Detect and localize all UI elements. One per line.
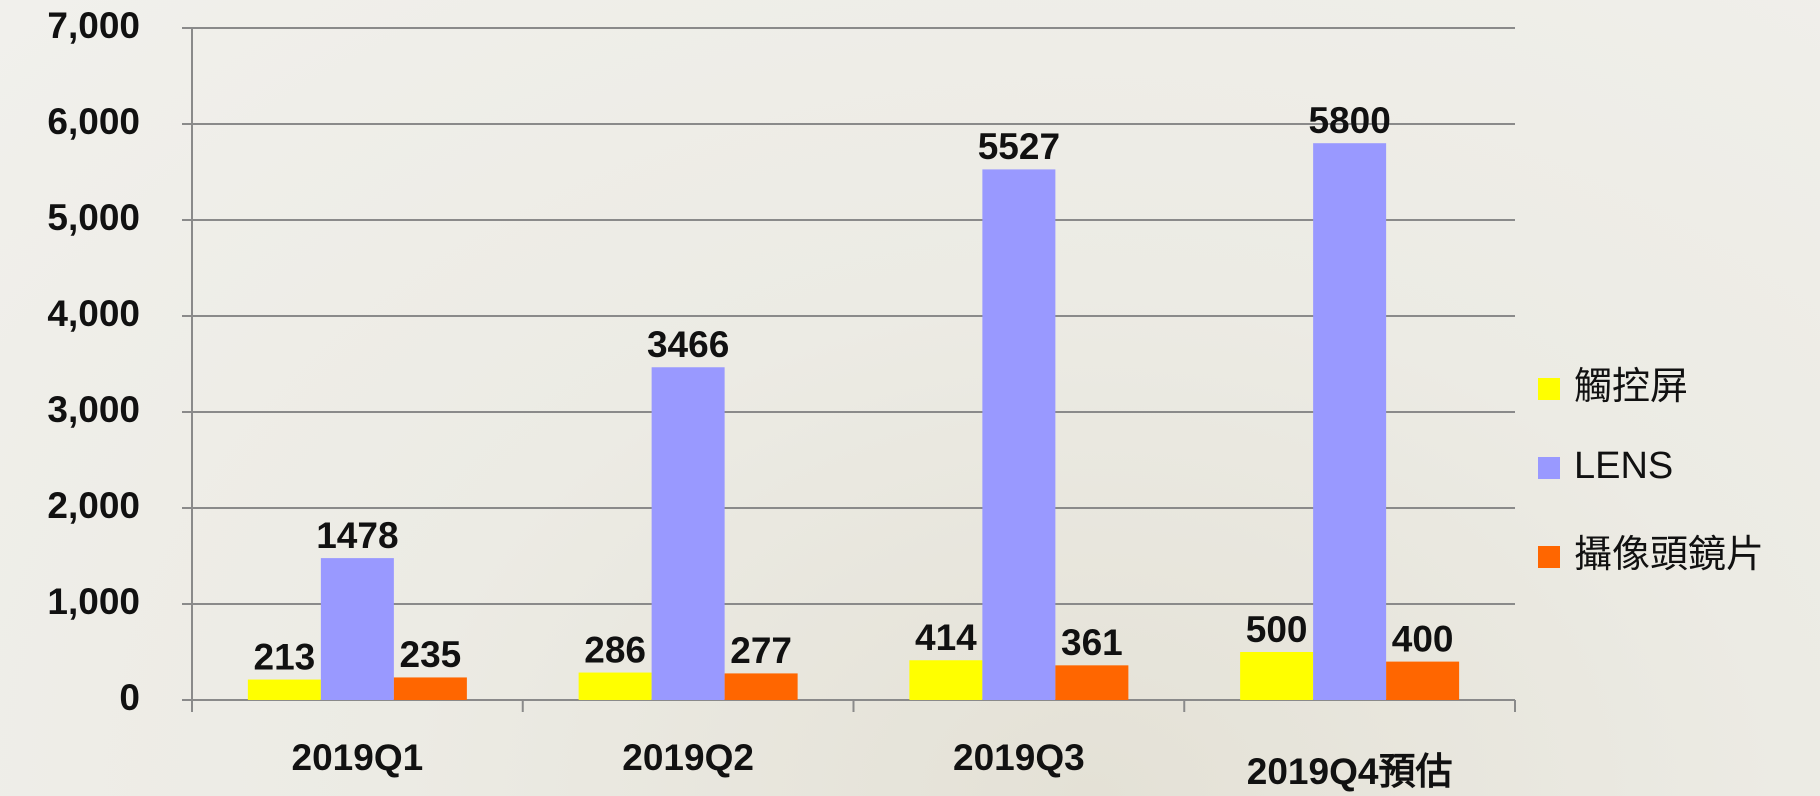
data-label: 500 — [1246, 609, 1308, 650]
y-tick-label: 2,000 — [47, 485, 140, 526]
legend-label: 觸控屏 — [1574, 366, 1688, 408]
legend-swatch — [1538, 378, 1560, 400]
bar — [1240, 652, 1314, 700]
data-label: 361 — [1061, 622, 1123, 663]
bar — [1313, 143, 1387, 700]
bar — [320, 558, 394, 700]
data-label: 1478 — [316, 515, 398, 556]
bar — [1386, 661, 1460, 700]
y-tick-label: 0 — [119, 677, 140, 718]
bar — [651, 367, 725, 700]
data-label: 5800 — [1308, 100, 1390, 141]
bar — [909, 660, 983, 700]
x-tick-label: 2019Q2 — [622, 737, 754, 778]
bar — [982, 169, 1056, 700]
y-tick-label: 6,000 — [47, 101, 140, 142]
data-label: 3466 — [647, 324, 729, 365]
y-tick-label: 4,000 — [47, 293, 140, 334]
y-tick-label: 5,000 — [47, 197, 140, 238]
data-label: 286 — [584, 629, 646, 670]
data-label: 5527 — [978, 126, 1060, 167]
legend-swatch — [1538, 457, 1560, 479]
y-tick-label: 3,000 — [47, 389, 140, 430]
data-label: 235 — [400, 634, 462, 675]
data-label: 277 — [730, 630, 792, 671]
data-label: 414 — [915, 617, 977, 658]
legend-label: 攝像頭鏡片 — [1574, 534, 1764, 576]
bar — [393, 677, 467, 700]
legend-swatch — [1538, 546, 1560, 568]
y-tick-label: 7,000 — [47, 5, 140, 46]
x-tick-label: 2019Q1 — [292, 737, 424, 778]
bar — [578, 672, 652, 700]
bar — [724, 673, 798, 700]
y-tick-label: 1,000 — [47, 581, 140, 622]
x-tick-label: 2019Q4預估 — [1247, 751, 1453, 792]
bar — [1055, 665, 1129, 700]
bar — [247, 679, 321, 700]
data-label: 213 — [254, 636, 316, 677]
x-tick-label: 2019Q3 — [953, 737, 1085, 778]
legend-label: LENS — [1574, 445, 1673, 487]
data-label: 400 — [1392, 618, 1454, 659]
